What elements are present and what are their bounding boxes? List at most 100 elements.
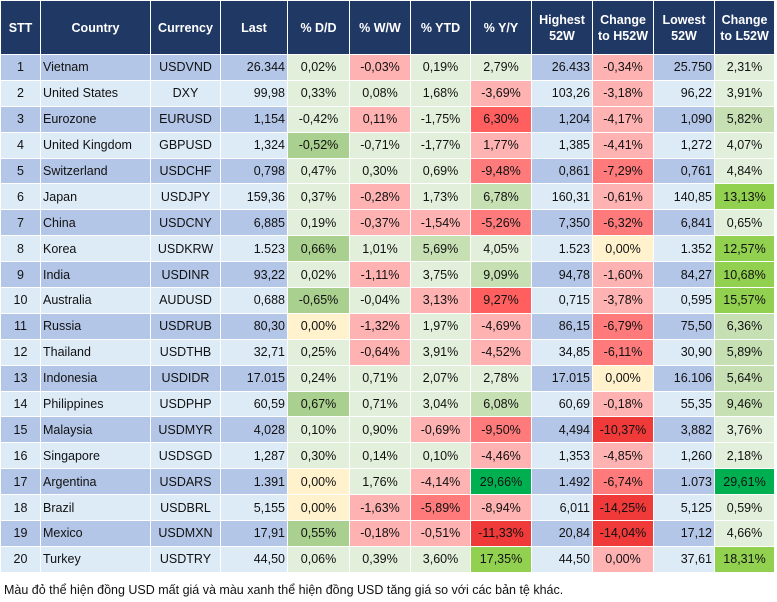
cell-ytd: -1,77%	[410, 131, 471, 159]
cell-last: 44,50	[220, 545, 288, 573]
cell-high: 44,50	[531, 545, 593, 573]
table-row: 5 Switzerland USDCHF 0,798 0,47% 0,30% 0,69% -9…	[0, 157, 775, 185]
table-row: 6 Japan USDJPY 159,36 0,37% -0,28% 1,73% 6,78% 1…	[0, 183, 775, 211]
header-dd[interactable]: % D/D	[287, 0, 350, 55]
cell-chL: 12,57%	[714, 235, 775, 263]
cell-country: United States	[40, 79, 151, 107]
table-row: 14 Philippines USDPHP 60,59 0,67% 0,71% 3,04% 6…	[0, 390, 775, 418]
header-ytd[interactable]: % YTD	[410, 0, 471, 55]
cell-chH: -1,60%	[592, 261, 654, 289]
cell-ytd: 2,07%	[410, 364, 471, 392]
cell-yy: -4,52%	[470, 338, 532, 366]
cell-ww: 0,71%	[349, 390, 411, 418]
cell-chH: -4,17%	[592, 105, 654, 133]
cell-low: 1,090	[653, 105, 715, 133]
cell-ytd: -1,75%	[410, 105, 471, 133]
header-ww[interactable]: % W/W	[349, 0, 411, 55]
table-row: 4 United Kingdom GBPUSD 1,324 -0,52% -0,71% -1…	[0, 131, 775, 159]
header-low[interactable]: Lowest 52W	[653, 0, 715, 55]
cell-stt: 12	[0, 338, 41, 366]
cell-high: 26.433	[531, 54, 593, 81]
cell-stt: 15	[0, 416, 41, 444]
cell-high: 60,69	[531, 390, 593, 418]
cell-ytd: -4,14%	[410, 468, 471, 496]
cell-country: Malaysia	[40, 416, 151, 444]
cell-low: 6,841	[653, 209, 715, 237]
cell-currency: USDSGD	[150, 442, 221, 470]
cell-stt: 8	[0, 235, 41, 263]
cell-yy: -9,50%	[470, 416, 532, 444]
cell-ytd: -0,51%	[410, 520, 471, 547]
cell-country: Brazil	[40, 494, 151, 522]
cell-yy: 9,27%	[470, 287, 532, 314]
cell-country: Indonesia	[40, 364, 151, 392]
cell-chH: 0,00%	[592, 545, 654, 573]
cell-yy: 2,78%	[470, 364, 532, 392]
cell-currency: USDPHP	[150, 390, 221, 418]
cell-ytd: -1,54%	[410, 209, 471, 237]
cell-stt: 18	[0, 494, 41, 522]
cell-low: 25.750	[653, 54, 715, 81]
cell-yy: 4,05%	[470, 235, 532, 263]
cell-ww: 1,01%	[349, 235, 411, 263]
header-yy[interactable]: % Y/Y	[470, 0, 532, 55]
cell-yy: 6,08%	[470, 390, 532, 418]
header-last[interactable]: Last	[220, 0, 288, 55]
cell-dd: 0,06%	[287, 545, 350, 573]
cell-stt: 7	[0, 209, 41, 237]
table-row: 11 Russia USDRUB 80,30 0,00% -1,32% 1,97% -4,69…	[0, 312, 775, 340]
header-change-l52w[interactable]: Change to L52W	[714, 0, 775, 55]
cell-dd: 0,25%	[287, 338, 350, 366]
cell-ww: 0,11%	[349, 105, 411, 133]
cell-country: Russia	[40, 312, 151, 340]
header-change-h52w[interactable]: Change to H52W	[592, 0, 654, 55]
cell-yy: -5,26%	[470, 209, 532, 237]
cell-stt: 13	[0, 364, 41, 392]
cell-yy: -9,48%	[470, 157, 532, 185]
header-country[interactable]: Country	[40, 0, 151, 55]
cell-chH: 0,00%	[592, 364, 654, 392]
cell-dd: 0,00%	[287, 312, 350, 340]
cell-ytd: 1,97%	[410, 312, 471, 340]
cell-last: 17,91	[220, 520, 288, 547]
cell-ytd: -0,69%	[410, 416, 471, 444]
cell-currency: USDIDR	[150, 364, 221, 392]
cell-low: 1.352	[653, 235, 715, 263]
cell-stt: 10	[0, 287, 41, 314]
cell-last: 1.523	[220, 235, 288, 263]
cell-stt: 19	[0, 520, 41, 547]
cell-currency: USDVND	[150, 54, 221, 81]
table-row: 15 Malaysia USDMYR 4,028 0,10% 0,90% -0,69% -9,…	[0, 416, 775, 444]
cell-stt: 11	[0, 312, 41, 340]
cell-ytd: 0,69%	[410, 157, 471, 185]
cell-chH: 0,00%	[592, 235, 654, 263]
cell-low: 30,90	[653, 338, 715, 366]
header-stt[interactable]: STT	[0, 0, 41, 55]
header-high[interactable]: Highest 52W	[531, 0, 593, 55]
cell-ytd: 3,04%	[410, 390, 471, 418]
cell-high: 6,011	[531, 494, 593, 522]
cell-currency: USDTRY	[150, 545, 221, 573]
cell-high: 1,385	[531, 131, 593, 159]
cell-last: 17.015	[220, 364, 288, 392]
header-currency[interactable]: Currency	[150, 0, 221, 55]
cell-low: 1,272	[653, 131, 715, 159]
cell-stt: 6	[0, 183, 41, 211]
cell-stt: 5	[0, 157, 41, 185]
cell-chL: 4,66%	[714, 520, 775, 547]
cell-high: 103,26	[531, 79, 593, 107]
cell-country: Singapore	[40, 442, 151, 470]
cell-ww: 0,71%	[349, 364, 411, 392]
table-row: 20 Turkey USDTRY 44,50 0,06% 0,39% 3,60% 17,35%…	[0, 545, 775, 573]
cell-high: 1,353	[531, 442, 593, 470]
table-row: 12 Thailand USDTHB 32,71 0,25% -0,64% 3,91% -4,…	[0, 338, 775, 366]
cell-chH: -6,32%	[592, 209, 654, 237]
cell-last: 0,688	[220, 287, 288, 314]
cell-low: 1.073	[653, 468, 715, 496]
cell-chH: -0,34%	[592, 54, 654, 81]
cell-chH: -0,18%	[592, 390, 654, 418]
cell-yy: 9,09%	[470, 261, 532, 289]
cell-high: 1.492	[531, 468, 593, 496]
cell-stt: 4	[0, 131, 41, 159]
cell-ytd: 5,69%	[410, 235, 471, 263]
